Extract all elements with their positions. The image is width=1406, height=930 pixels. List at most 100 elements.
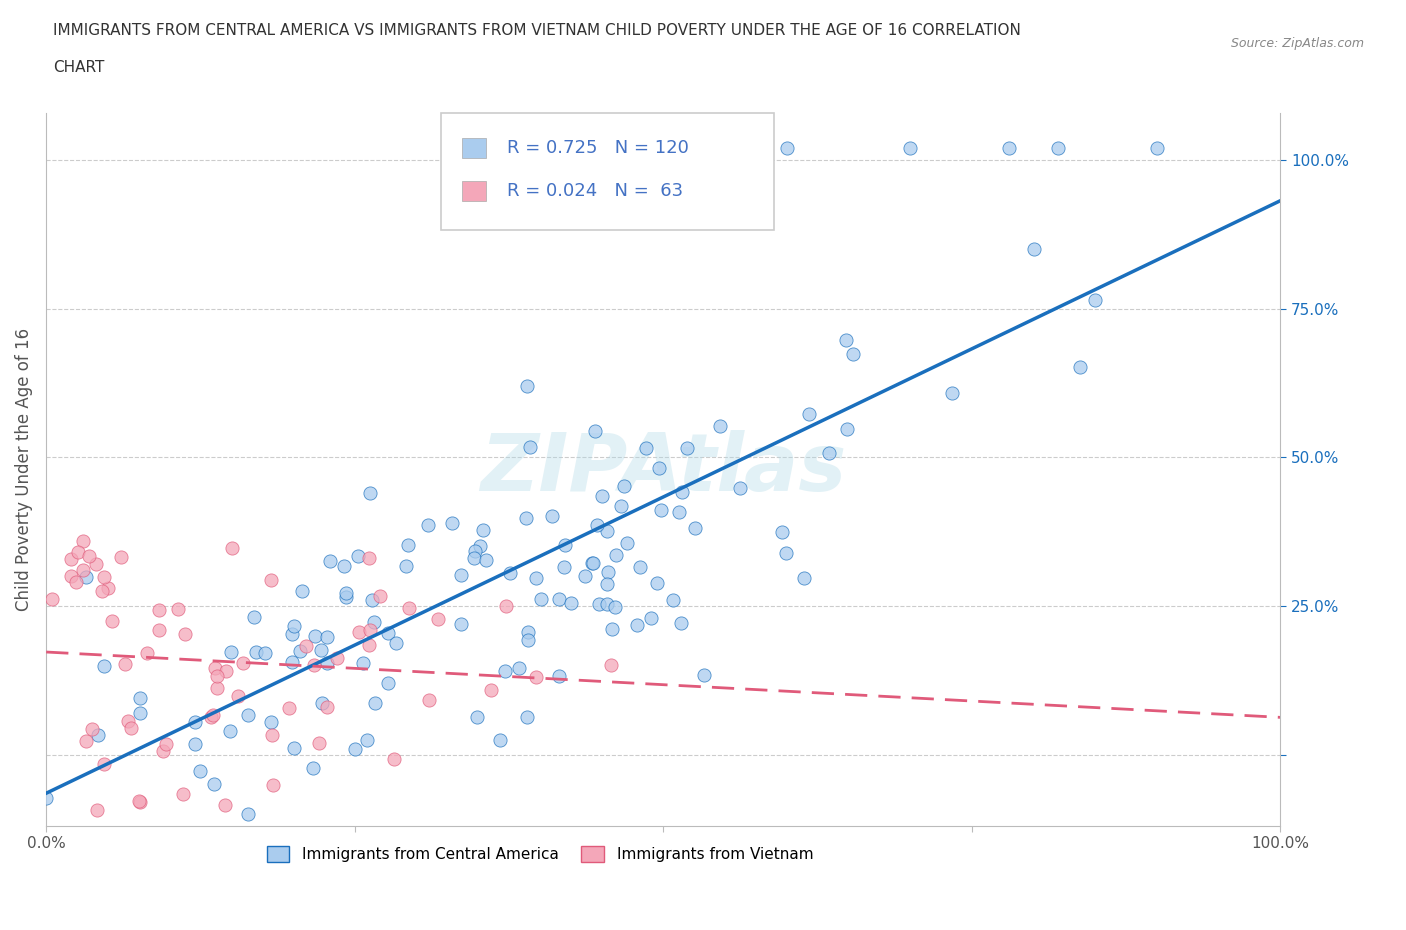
Point bbox=[226, 688, 249, 703]
Point bbox=[325, 651, 347, 666]
Point bbox=[441, 515, 464, 530]
Point bbox=[311, 696, 333, 711]
Point bbox=[377, 676, 399, 691]
Point bbox=[596, 524, 619, 538]
Point bbox=[97, 580, 120, 595]
Point bbox=[304, 628, 326, 643]
Point bbox=[494, 664, 516, 679]
Point bbox=[728, 480, 751, 495]
Point bbox=[560, 595, 582, 610]
FancyBboxPatch shape bbox=[441, 113, 775, 231]
Text: ZIPAtlas: ZIPAtlas bbox=[481, 431, 846, 509]
Point bbox=[316, 630, 339, 644]
Point bbox=[817, 445, 839, 460]
Point bbox=[605, 600, 627, 615]
Point bbox=[315, 699, 337, 714]
Point bbox=[640, 610, 662, 625]
Point bbox=[221, 541, 243, 556]
Point bbox=[184, 714, 207, 729]
Point bbox=[67, 544, 90, 559]
Y-axis label: Child Poverty Under the Age of 16: Child Poverty Under the Age of 16 bbox=[15, 327, 32, 611]
Point bbox=[359, 622, 381, 637]
Point bbox=[517, 625, 540, 640]
Point bbox=[349, 625, 371, 640]
Text: R = 0.024   N =  63: R = 0.024 N = 63 bbox=[506, 182, 683, 200]
Point bbox=[77, 549, 100, 564]
Point bbox=[636, 441, 658, 456]
Point bbox=[1047, 140, 1070, 155]
Point bbox=[304, 658, 326, 672]
Point bbox=[776, 140, 799, 155]
Point bbox=[128, 795, 150, 810]
Point bbox=[135, 645, 157, 660]
Text: R = 0.725   N = 120: R = 0.725 N = 120 bbox=[506, 140, 689, 157]
Point bbox=[626, 618, 648, 632]
Point bbox=[596, 597, 619, 612]
Point bbox=[236, 707, 259, 722]
Point bbox=[218, 724, 240, 738]
Point bbox=[662, 593, 685, 608]
Point bbox=[553, 560, 575, 575]
Point bbox=[202, 777, 225, 791]
Point bbox=[359, 486, 381, 501]
Point bbox=[474, 552, 496, 567]
Point bbox=[155, 737, 177, 751]
Point bbox=[291, 583, 314, 598]
Point bbox=[524, 670, 547, 684]
Point bbox=[357, 551, 380, 565]
Point bbox=[288, 644, 311, 658]
Point bbox=[262, 777, 284, 792]
Point bbox=[232, 656, 254, 671]
Point bbox=[468, 538, 491, 553]
Point bbox=[204, 661, 226, 676]
Point bbox=[669, 616, 692, 631]
Point bbox=[524, 570, 547, 585]
Point bbox=[184, 737, 207, 751]
Point bbox=[148, 622, 170, 637]
Point bbox=[941, 385, 963, 400]
Point bbox=[91, 584, 114, 599]
Point bbox=[215, 664, 238, 679]
Point bbox=[495, 599, 517, 614]
Point bbox=[86, 803, 108, 817]
Point bbox=[214, 797, 236, 812]
Point bbox=[709, 418, 731, 433]
Point bbox=[834, 333, 856, 348]
Point bbox=[998, 140, 1021, 155]
Point bbox=[283, 618, 305, 633]
Point bbox=[395, 558, 418, 573]
Point bbox=[693, 668, 716, 683]
Point bbox=[114, 657, 136, 671]
Point bbox=[59, 551, 82, 566]
Point bbox=[128, 705, 150, 720]
Point bbox=[302, 761, 325, 776]
Point bbox=[370, 588, 392, 603]
Point bbox=[479, 683, 502, 698]
Point bbox=[540, 509, 562, 524]
Bar bbox=[463, 181, 486, 201]
Point bbox=[554, 538, 576, 552]
Point bbox=[588, 596, 610, 611]
Point bbox=[72, 563, 94, 578]
Point bbox=[200, 710, 222, 724]
Point bbox=[352, 656, 374, 671]
Point bbox=[260, 727, 283, 742]
Point bbox=[489, 733, 512, 748]
Point bbox=[652, 140, 675, 155]
Point bbox=[472, 523, 495, 538]
Point bbox=[35, 790, 58, 805]
Point bbox=[450, 617, 472, 631]
Point bbox=[59, 569, 82, 584]
Point bbox=[1146, 140, 1168, 155]
Point bbox=[260, 714, 283, 729]
Point bbox=[650, 503, 672, 518]
Point bbox=[41, 591, 63, 606]
Point bbox=[309, 643, 332, 658]
Point bbox=[75, 734, 97, 749]
Point bbox=[260, 573, 283, 588]
Point bbox=[775, 546, 797, 561]
Point bbox=[84, 557, 107, 572]
Text: IMMIGRANTS FROM CENTRAL AMERICA VS IMMIGRANTS FROM VIETNAM CHILD POVERTY UNDER T: IMMIGRANTS FROM CENTRAL AMERICA VS IMMIG… bbox=[53, 23, 1021, 38]
Point bbox=[236, 806, 259, 821]
Point bbox=[72, 533, 94, 548]
